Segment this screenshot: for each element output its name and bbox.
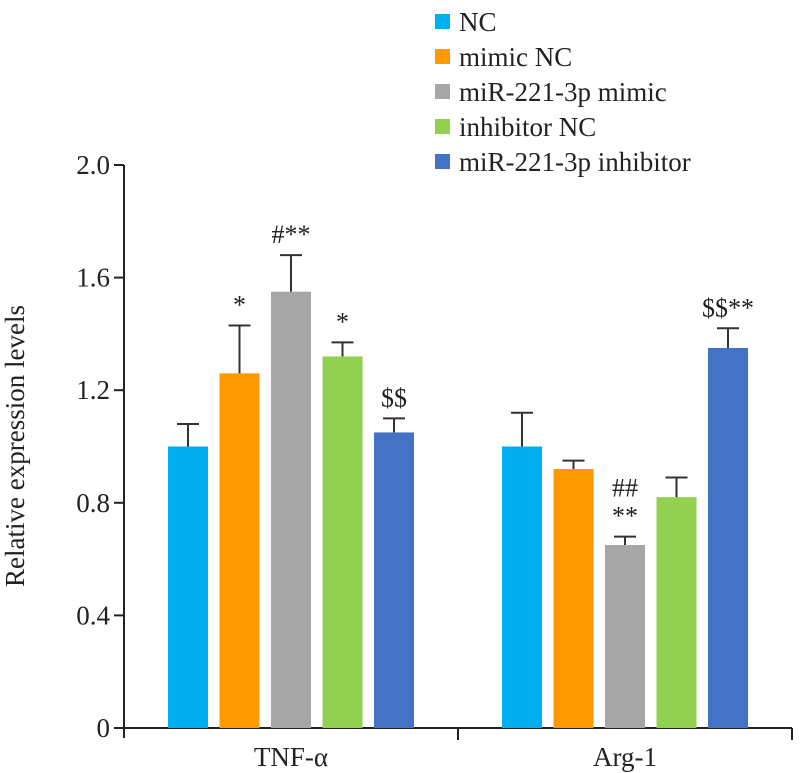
bar xyxy=(271,291,311,728)
bars: * #** **## * $$ $$** xyxy=(168,220,754,728)
bar xyxy=(502,446,542,728)
y-tick-label: 1.6 xyxy=(76,263,110,293)
legend-label: miR-221-3p mimic xyxy=(459,77,667,107)
legend-label: mimic NC xyxy=(459,42,572,72)
legend-swatch xyxy=(435,154,450,169)
legend: NC mimic NC miR-221-3p mimic inhibitor NC mi… xyxy=(435,7,691,177)
y-tick-label: 2.0 xyxy=(76,150,110,180)
significance-label: $$ xyxy=(381,383,407,412)
y-tick-label: 0 xyxy=(97,713,111,743)
bar xyxy=(168,446,208,728)
legend-label: inhibitor NC xyxy=(459,112,596,142)
y-tick-label: 0.4 xyxy=(76,600,110,630)
significance-label: * xyxy=(336,307,349,336)
bar xyxy=(219,373,260,728)
bar xyxy=(374,432,414,728)
x-tick-label: Arg-1 xyxy=(593,742,657,772)
legend-swatch xyxy=(435,84,450,99)
y-tick-label: 1.2 xyxy=(76,375,110,405)
x-tick-label: TNF-α xyxy=(254,742,328,772)
bar xyxy=(553,469,594,728)
legend-label: miR-221-3p inhibitor xyxy=(459,147,691,177)
bar xyxy=(708,347,748,728)
y-axis-label: Relative expression levels xyxy=(0,305,30,587)
bar xyxy=(322,356,363,728)
y-tick-label: 0.8 xyxy=(76,488,110,518)
significance-label: ## xyxy=(612,474,638,503)
legend-swatch xyxy=(435,49,450,64)
legend-label: NC xyxy=(459,7,497,37)
legend-swatch xyxy=(435,119,450,134)
legend-swatch xyxy=(435,14,450,29)
bar xyxy=(605,545,645,728)
significance-label: * xyxy=(233,290,246,319)
bar xyxy=(656,497,697,728)
significance-label: ** xyxy=(612,502,638,531)
axes: 0 0.4 0.8 1.2 1.6 2.0 TNF-α Arg-1 xyxy=(76,150,793,772)
significance-label: $$** xyxy=(702,293,754,322)
significance-label: #** xyxy=(272,220,311,249)
